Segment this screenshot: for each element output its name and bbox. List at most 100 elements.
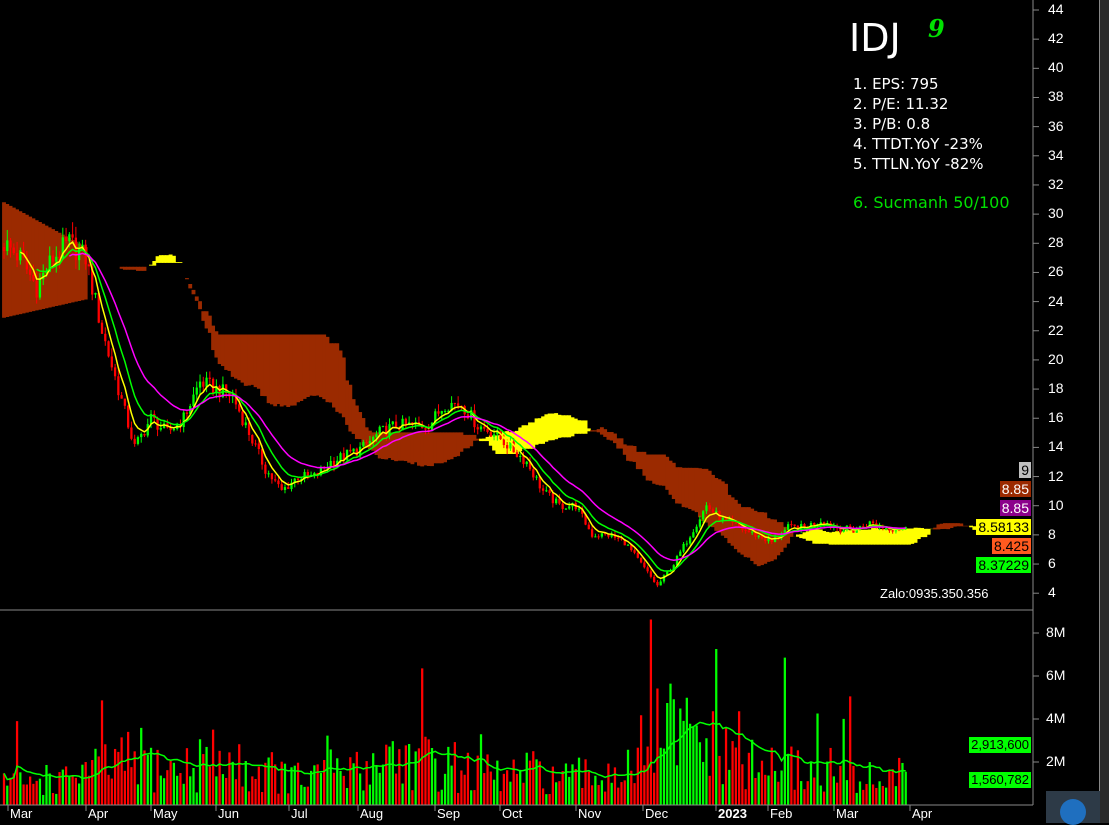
date-axis-label: Mar: [10, 806, 33, 821]
candle-body: [551, 492, 555, 504]
candle-body: [411, 422, 414, 425]
candle-body: [532, 469, 535, 478]
candle-body: [685, 543, 688, 545]
candle-body: [169, 427, 172, 431]
candle-body: [9, 240, 12, 248]
candle-body: [345, 449, 349, 460]
candle-body: [339, 453, 342, 461]
candle-body: [198, 381, 202, 388]
price-axis-label: 36: [1048, 117, 1064, 134]
candle-body: [247, 422, 251, 436]
contact-watermark: Zalo:0935.350.356: [880, 586, 989, 601]
candle-body: [610, 534, 613, 537]
moving-averages: [19, 241, 906, 580]
candle-body: [332, 460, 336, 466]
candle-body: [110, 356, 113, 368]
candle-body: [274, 479, 277, 481]
candle-body: [234, 394, 238, 405]
candle-body: [764, 538, 767, 542]
fundamental-revenue-yoy: 4. TTDT.YoY -23%: [853, 135, 983, 153]
candle-body: [149, 413, 153, 425]
candle-body: [577, 508, 581, 510]
price-tag: 8.425: [991, 538, 1031, 554]
price-axis-label: 16: [1048, 409, 1064, 426]
candle-body: [747, 530, 751, 533]
candle-body: [868, 521, 871, 528]
price-axis-label: 18: [1048, 380, 1064, 397]
candle-body: [770, 538, 773, 542]
fundamental-pe: 2. P/E: 11.32: [853, 95, 949, 113]
volume-tag: 1,560,782: [969, 772, 1031, 788]
candle-body: [300, 478, 303, 480]
candle-body: [754, 531, 757, 537]
candle-body: [280, 484, 283, 490]
candle-body: [133, 438, 136, 444]
date-axis-label: Apr: [88, 806, 109, 821]
axis-ticks: [7, 9, 1039, 811]
candle-body: [470, 410, 473, 419]
candle-body: [786, 524, 790, 530]
price-axis-label: 6: [1048, 555, 1056, 572]
candle-body: [296, 478, 300, 480]
volume-ma-tag: 2,913,600: [969, 737, 1031, 753]
candle-body: [489, 432, 492, 437]
candle-body: [143, 433, 146, 436]
candle-body: [555, 498, 558, 504]
candle-body: [590, 529, 594, 537]
candle-body: [205, 377, 208, 387]
candle-body: [15, 253, 19, 261]
candle-body: [342, 453, 345, 460]
price-axis-label: 22: [1048, 321, 1064, 338]
candle-body: [440, 411, 443, 414]
candle-body: [509, 441, 512, 449]
candle-body: [251, 435, 254, 444]
candle-body: [104, 333, 107, 342]
candle-body: [381, 425, 385, 427]
candle-body: [783, 529, 786, 536]
candle-body: [215, 385, 218, 394]
candle-body: [25, 257, 29, 270]
candle-body: [813, 522, 816, 526]
date-axis-label: May: [153, 806, 178, 821]
price-axis-label: 14: [1048, 438, 1064, 455]
candle-body: [666, 571, 669, 576]
vertical-scrollbar[interactable]: [1099, 0, 1109, 823]
candle-body: [698, 519, 702, 527]
candle-body: [58, 256, 61, 259]
candle-body: [287, 487, 290, 490]
candle-body: [528, 461, 532, 470]
candle-body: [97, 292, 100, 323]
symbol-badge: 9: [928, 14, 945, 43]
candle-body: [238, 404, 241, 412]
candle-body: [456, 403, 460, 406]
candle-body: [636, 552, 639, 558]
candle-body: [476, 427, 479, 430]
date-axis-label: Apr: [912, 806, 933, 821]
date-axis-label: Feb: [770, 806, 793, 821]
price-axis-label: 32: [1048, 175, 1064, 192]
candle-body: [100, 322, 104, 334]
candle-body: [136, 437, 140, 444]
candle-body: [38, 279, 42, 298]
app-logo: [1046, 791, 1100, 825]
candle-body: [597, 536, 600, 538]
candle-body: [244, 422, 247, 426]
candle-body: [313, 472, 316, 475]
candle-body: [656, 581, 659, 586]
candle-body: [352, 448, 355, 452]
candle-body: [283, 487, 287, 490]
candle-body: [19, 250, 22, 261]
candle-body: [185, 412, 189, 414]
price-axis-label: 34: [1048, 146, 1064, 163]
candle-body: [659, 581, 662, 586]
candle-body: [486, 428, 489, 433]
date-axis-label: Mar: [836, 806, 859, 821]
candle-body: [662, 575, 666, 582]
candle-body: [394, 421, 398, 429]
candle-body: [633, 550, 636, 553]
candle-body: [427, 429, 430, 432]
candle-body: [803, 524, 806, 528]
candle-body: [773, 537, 777, 542]
candle-body: [107, 341, 110, 357]
